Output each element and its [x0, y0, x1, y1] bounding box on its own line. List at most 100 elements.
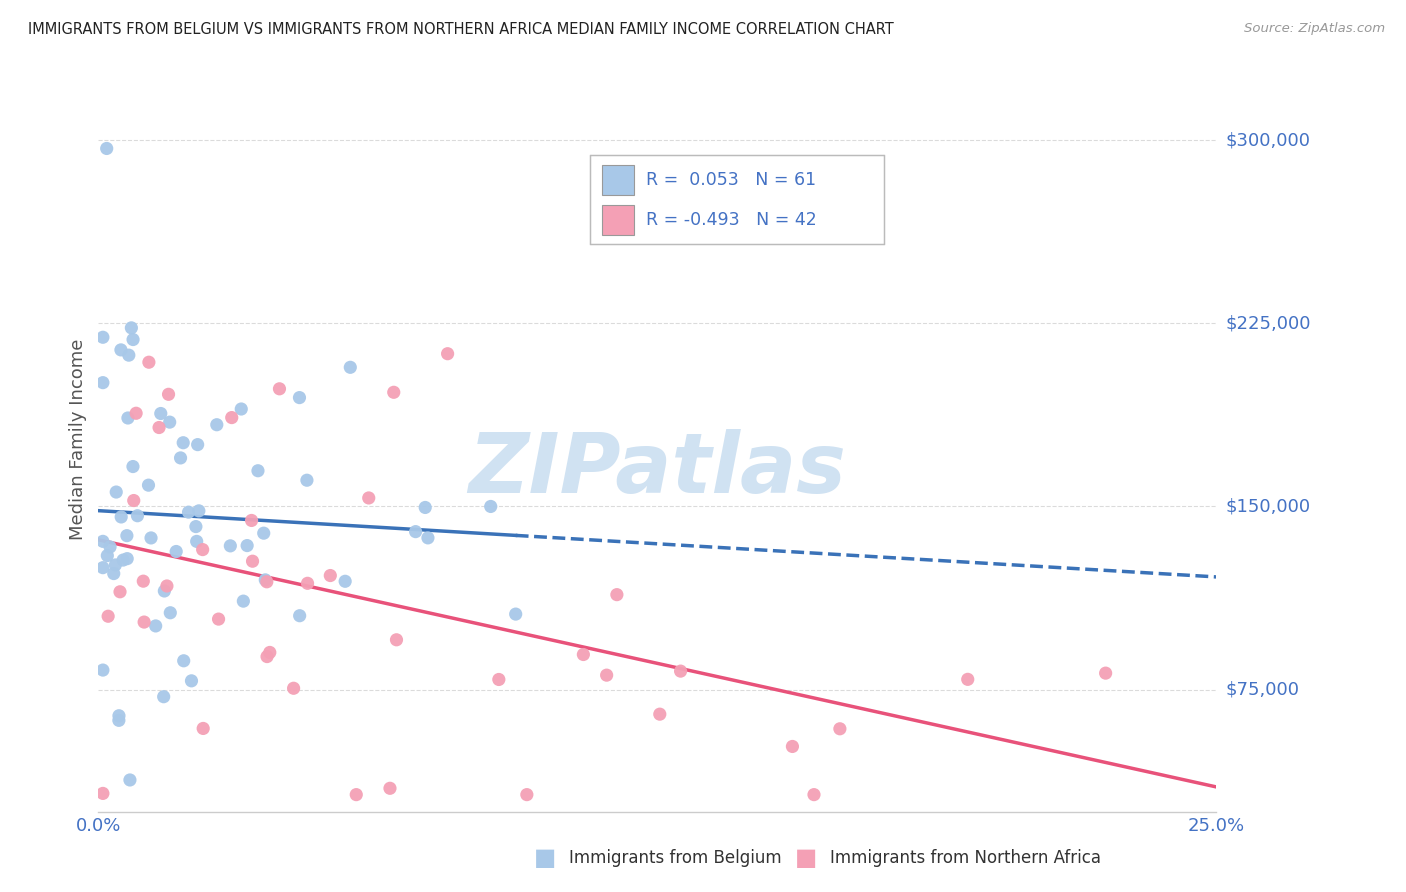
- Point: [269, 382, 291, 396]
- Point: [97, 609, 120, 624]
- Point: [134, 615, 156, 629]
- Text: R = -0.493   N = 42: R = -0.493 N = 42: [645, 211, 817, 229]
- Point: [436, 347, 458, 361]
- Point: [180, 673, 202, 688]
- Point: [231, 402, 253, 417]
- Point: [595, 668, 617, 682]
- Text: $75,000: $75,000: [1225, 681, 1299, 698]
- Point: [173, 654, 195, 668]
- Point: [125, 406, 148, 420]
- Point: [803, 788, 825, 802]
- Point: [187, 504, 209, 518]
- Point: [1094, 666, 1116, 681]
- Point: [288, 391, 311, 405]
- Text: $300,000: $300,000: [1225, 131, 1310, 149]
- Point: [219, 539, 242, 553]
- Point: [782, 739, 804, 754]
- Point: [153, 584, 176, 599]
- Point: [288, 608, 311, 623]
- Point: [606, 588, 628, 602]
- Point: [149, 407, 172, 421]
- Point: [122, 459, 145, 474]
- Text: $225,000: $225,000: [1225, 314, 1310, 333]
- Point: [256, 649, 278, 664]
- Point: [91, 330, 114, 344]
- Point: [115, 529, 138, 543]
- Point: [112, 553, 135, 567]
- Point: [157, 387, 180, 401]
- Point: [98, 540, 121, 554]
- Point: [669, 664, 692, 678]
- Text: $150,000: $150,000: [1225, 498, 1310, 516]
- Point: [165, 544, 187, 558]
- Point: [297, 576, 319, 591]
- Point: [91, 534, 114, 549]
- Point: [339, 360, 361, 375]
- Point: [118, 772, 141, 787]
- Point: [117, 411, 139, 425]
- Point: [505, 607, 527, 621]
- Text: IMMIGRANTS FROM BELGIUM VS IMMIGRANTS FROM NORTHERN AFRICA MEDIAN FAMILY INCOME : IMMIGRANTS FROM BELGIUM VS IMMIGRANTS FR…: [28, 22, 894, 37]
- Point: [115, 551, 138, 566]
- Point: [177, 505, 200, 519]
- Point: [139, 531, 162, 545]
- Point: [956, 673, 979, 687]
- Point: [159, 415, 181, 429]
- Point: [91, 663, 114, 677]
- Point: [186, 534, 208, 549]
- Point: [127, 508, 149, 523]
- Point: [138, 478, 160, 492]
- Point: [319, 568, 342, 582]
- Point: [572, 648, 595, 662]
- Point: [104, 558, 127, 572]
- Point: [283, 681, 305, 696]
- Point: [108, 584, 131, 599]
- Text: Source: ZipAtlas.com: Source: ZipAtlas.com: [1244, 22, 1385, 36]
- Point: [122, 333, 145, 347]
- Point: [148, 420, 170, 434]
- Point: [516, 788, 538, 802]
- Y-axis label: Median Family Income: Median Family Income: [69, 339, 87, 540]
- Point: [378, 781, 401, 796]
- Point: [256, 574, 278, 589]
- Point: [172, 435, 194, 450]
- Point: [91, 786, 114, 800]
- Point: [246, 464, 269, 478]
- Point: [110, 510, 132, 524]
- Point: [254, 573, 277, 587]
- Point: [413, 500, 436, 515]
- Point: [385, 632, 408, 647]
- FancyBboxPatch shape: [602, 205, 634, 235]
- Point: [828, 722, 851, 736]
- Point: [138, 355, 160, 369]
- Point: [479, 500, 502, 514]
- Point: [105, 485, 128, 500]
- Point: [91, 560, 114, 574]
- Point: [96, 549, 118, 563]
- Point: [205, 417, 228, 432]
- Point: [118, 348, 141, 362]
- Point: [184, 519, 207, 533]
- Point: [187, 437, 209, 451]
- Point: [236, 539, 259, 553]
- Point: [242, 554, 264, 568]
- Point: [108, 714, 131, 728]
- Point: [191, 542, 214, 557]
- Point: [416, 531, 439, 545]
- Point: [96, 141, 118, 155]
- Point: [648, 707, 671, 722]
- Point: [333, 574, 356, 589]
- Point: [253, 526, 276, 541]
- Text: ■: ■: [794, 847, 817, 870]
- Point: [357, 491, 380, 505]
- Point: [132, 574, 155, 589]
- Point: [152, 690, 174, 704]
- Point: [193, 722, 215, 736]
- Point: [259, 645, 281, 659]
- Text: ZIPatlas: ZIPatlas: [468, 428, 846, 509]
- Text: ■: ■: [534, 847, 557, 870]
- Point: [122, 493, 145, 508]
- Point: [108, 708, 131, 723]
- Point: [159, 606, 181, 620]
- Point: [207, 612, 229, 626]
